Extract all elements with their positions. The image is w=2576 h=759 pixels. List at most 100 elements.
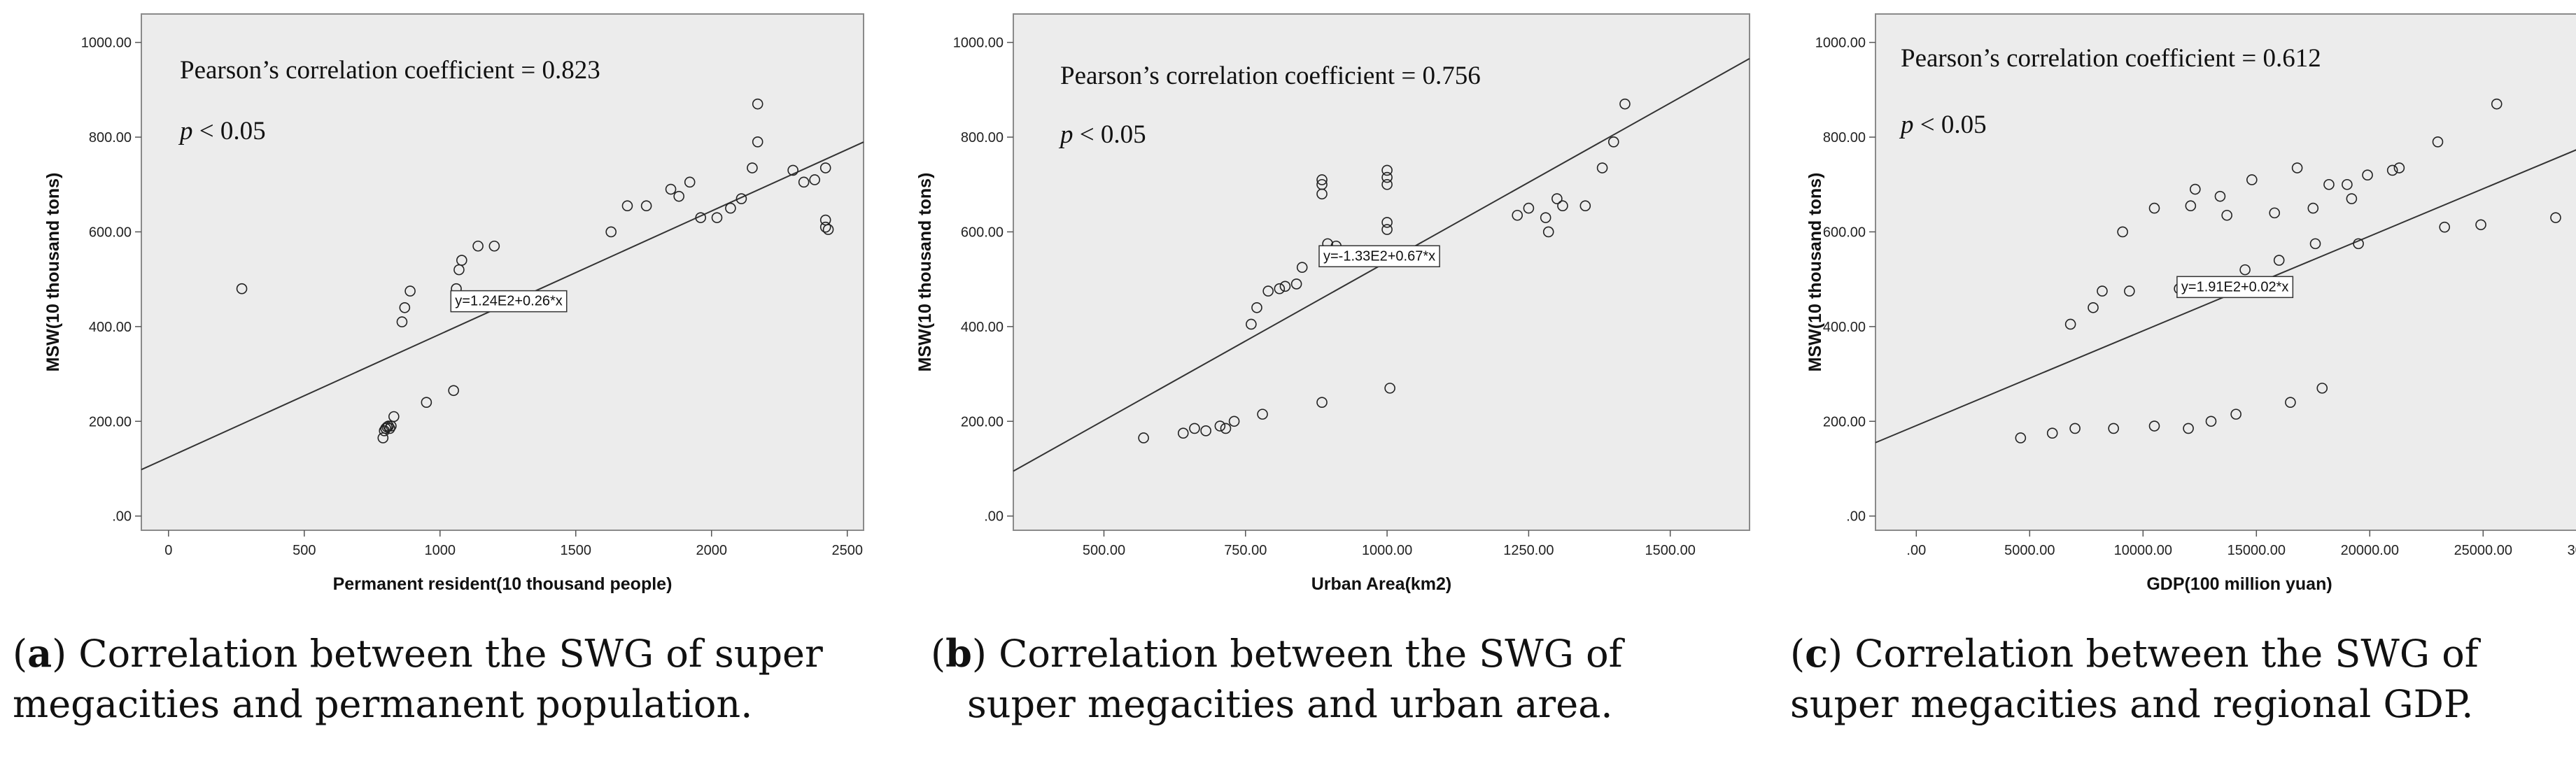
y-tick-label: 200.00 [1823,414,1866,430]
data-point [1290,278,1302,290]
caption-b: (b) Correlation between the SWG of super… [931,628,1623,730]
data-point [621,200,633,212]
data-point [2239,264,2251,276]
data-point [1551,193,1563,204]
data-point [1579,200,1591,212]
y-tick-label: 600.00 [961,225,1004,240]
x-tick-label: 500.00 [1083,543,1125,558]
caption-a-letter: a [27,631,52,676]
data-point [488,240,500,252]
equation-text: y=1.91E2+0.02*x [2181,279,2288,295]
data-point [640,200,652,212]
data-point [684,176,696,188]
data-point [2230,409,2241,420]
data-point [2323,178,2335,190]
x-tick-label: 15000.00 [2227,543,2286,558]
y-tick-label: 400.00 [1823,320,1866,335]
x-tick-label: 1250.00 [1503,543,1554,558]
chart-panel-c: .00 5000.00 10000.00 15000.00 20000.00 25000.… [1806,13,2576,594]
data-point [1251,302,1262,313]
x-tick-label: 1000 [425,543,456,558]
x-tick-label: 500 [293,543,316,558]
data-point [2183,423,2194,434]
data-point [2309,238,2321,250]
data-point [1381,178,1393,190]
data-point [809,174,820,185]
data-point [1523,202,1535,214]
data-point [2108,423,2119,434]
plot-background [1875,13,2576,531]
x-tick-label: 10000.00 [2114,543,2172,558]
data-point [605,226,617,238]
data-point [2069,423,2081,434]
data-point [1607,136,1619,148]
x-tick-label: 1500 [561,543,592,558]
y-tick-label: 400.00 [89,320,132,335]
y-tick-label: .00 [1846,509,1866,525]
y-tick-label: .00 [984,509,1004,525]
x-tick-label: 2500 [831,543,863,558]
data-point [2124,285,2135,297]
caption-a: (a) Correlation between the SWG of super… [13,628,823,730]
data-point [1316,397,1328,408]
data-point [695,212,707,223]
y-tick-label: 600.00 [89,225,132,240]
y-tick-label: 200.00 [89,414,132,430]
data-point [2015,432,2027,444]
caption-b-line1: (b) Correlation between the SWG of [931,631,1623,676]
data-point [2432,136,2444,148]
data-point [2491,98,2503,110]
data-point [399,302,411,313]
data-point [2214,190,2226,202]
data-point [2316,383,2328,394]
chart-panel-a: 0 500 1000 1500 2000 2500 .00 200.00 400.00 600.0… [43,13,864,594]
data-point [1200,425,1211,437]
data-point [383,420,394,432]
data-point [388,411,400,423]
data-point [2117,226,2128,238]
data-point [1316,174,1328,185]
data-point [711,212,723,223]
y-tick-label: 400.00 [961,320,1004,335]
data-point [1220,423,1232,434]
data-point [1381,217,1393,228]
equation-label: y=1.24E2+0.26*x [450,290,568,313]
x-axis-label: Permanent resident(10 thousand people) [333,574,673,594]
data-point [2439,221,2451,233]
data-point [747,162,758,173]
caption-c-line1: (c) Correlation between the SWG of [1790,631,2479,676]
plot-background [1013,13,1750,531]
y-axis-label: MSW(10 thousand tons) [1806,173,1825,372]
x-axis-label: GDP(100 million yuan) [2146,574,2332,594]
x-tick-label: 1500.00 [1645,543,1696,558]
x-tick-label: 1000.00 [1362,543,1412,558]
data-point [1214,420,1226,432]
caption-a-line2: megacities and permanent population. [13,682,753,726]
data-point [798,176,810,188]
y-tick-label: 1000.00 [1815,36,1866,51]
data-point [1257,409,1268,420]
y-tick-label: 800.00 [961,130,1004,146]
y-tick-label: 800.00 [1823,130,1866,146]
x-tick-label: 5000.00 [2004,543,2055,558]
y-tick-label: 200.00 [961,414,1004,430]
data-point [2221,209,2232,221]
data-point [2386,164,2398,176]
data-point [1246,318,1257,330]
data-point [2148,202,2160,214]
data-point [456,255,467,266]
data-point [2046,427,2058,439]
data-point [1279,281,1291,292]
caption-c-line2: super megacities and regional GDP. [1790,682,2474,726]
x-tick-label: 0 [164,543,172,558]
data-point [1177,427,1189,439]
data-point [2285,397,2296,408]
data-point [787,164,798,176]
data-point [2346,193,2358,204]
data-point [380,423,391,434]
x-tick-label: 750.00 [1224,543,1267,558]
pearson-annotation: Pearson’s correlation coefficient = 0.75… [1060,62,1481,90]
x-tick-label: .00 [1906,543,1926,558]
data-point [2273,255,2285,266]
data-point [2475,219,2486,231]
